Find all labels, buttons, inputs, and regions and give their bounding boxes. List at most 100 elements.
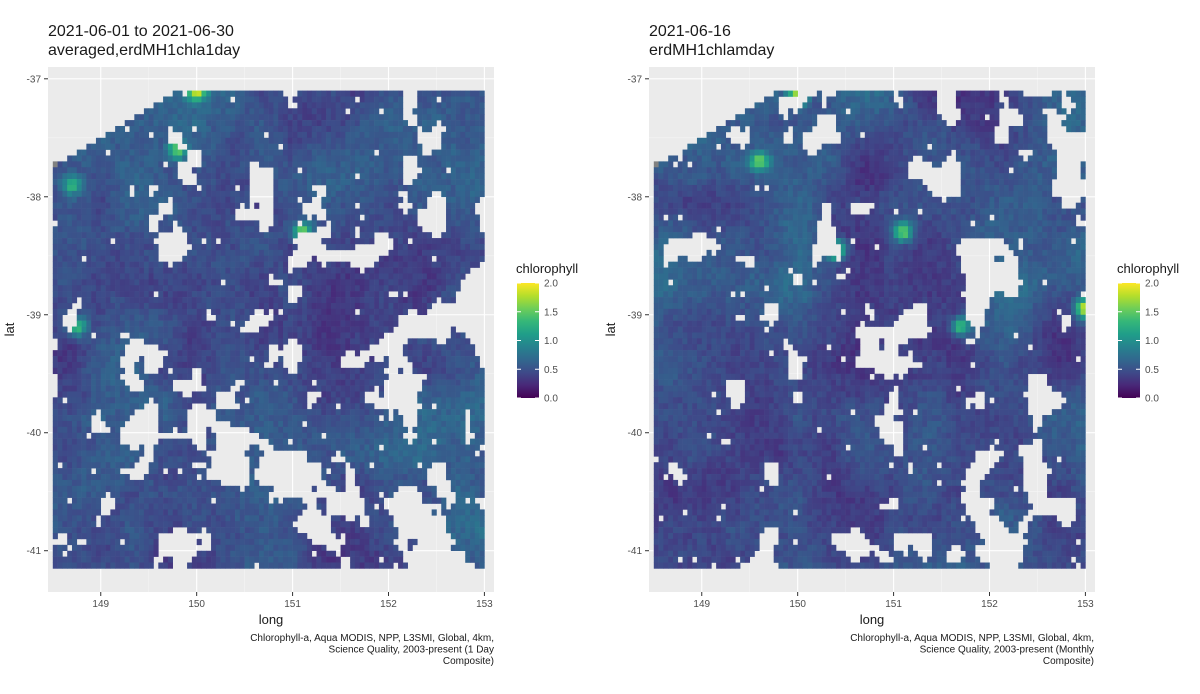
chlorophyll-cell — [378, 102, 384, 109]
chlorophyll-cell — [105, 173, 111, 180]
chlorophyll-cell — [455, 479, 461, 487]
chlorophyll-cell — [230, 108, 236, 115]
chlorophyll-cell — [172, 167, 178, 174]
chlorophyll-cell — [163, 184, 169, 192]
chlorophyll-cell — [110, 432, 116, 439]
chlorophyll-cell — [182, 291, 188, 298]
chlorophyll-cell — [254, 344, 260, 351]
chlorophyll-cell — [239, 149, 245, 156]
chlorophyll-cell — [235, 226, 241, 233]
chlorophyll-cell — [388, 273, 394, 280]
chlorophyll-cell — [62, 391, 68, 398]
chlorophyll-cell — [81, 190, 87, 198]
chlorophyll-cell — [235, 149, 241, 156]
chlorophyll-cell — [124, 238, 130, 245]
chlorophyll-cell — [196, 279, 202, 286]
chlorophyll-cell — [100, 184, 106, 192]
chlorophyll-cell — [311, 255, 317, 262]
chlorophyll-cell — [364, 367, 370, 375]
chlorophyll-cell — [67, 361, 73, 369]
chlorophyll-cell — [297, 409, 303, 416]
chlorophyll-cell — [474, 238, 480, 245]
chlorophyll-cell — [158, 415, 164, 422]
chlorophyll-cell — [273, 503, 279, 510]
chlorophyll-cell — [446, 409, 452, 416]
chlorophyll-cell — [196, 468, 202, 475]
chlorophyll-cell — [57, 167, 63, 174]
chlorophyll-cell — [441, 137, 447, 144]
chlorophyll-cell — [378, 438, 384, 445]
chlorophyll-cell — [230, 373, 236, 380]
chlorophyll-cell — [206, 291, 212, 298]
chlorophyll-cell — [374, 302, 380, 310]
chlorophyll-cell — [100, 379, 106, 386]
chlorophyll-cell — [167, 491, 173, 498]
chlorophyll-cell — [345, 238, 351, 245]
chlorophyll-cell — [196, 202, 202, 209]
chlorophyll-cell — [354, 379, 361, 386]
chlorophyll-cell — [148, 173, 154, 180]
chlorophyll-cell — [422, 391, 428, 398]
chlorophyll-cell — [383, 456, 389, 463]
chlorophyll-cell — [124, 397, 130, 404]
chlorophyll-cell — [239, 344, 245, 351]
chlorophyll-cell — [359, 391, 365, 398]
chlorophyll-cell — [316, 332, 322, 339]
chlorophyll-cell — [211, 391, 217, 398]
chlorophyll-cell — [450, 243, 456, 251]
chlorophyll-cell — [100, 297, 106, 304]
chlorophyll-cell — [354, 120, 361, 127]
chlorophyll-cell — [143, 273, 150, 280]
chlorophyll-cell — [115, 450, 121, 457]
chlorophyll-cell — [105, 261, 111, 268]
chlorophyll-cell — [235, 238, 241, 245]
chlorophyll-cell — [235, 314, 241, 321]
chlorophyll-cell — [172, 403, 178, 410]
chlorophyll-cell — [220, 273, 226, 280]
chlorophyll-cell — [206, 462, 212, 469]
chlorophyll-cell — [139, 297, 145, 304]
chlorophyll-cell — [254, 96, 260, 103]
chlorophyll-cell — [388, 438, 394, 445]
chlorophyll-cell — [167, 356, 173, 363]
chlorophyll-cell — [345, 297, 351, 304]
chlorophyll-cell — [235, 320, 241, 327]
chlorophyll-cell — [446, 367, 452, 375]
chlorophyll-cell — [316, 450, 322, 457]
chlorophyll-cell — [450, 403, 456, 410]
chlorophyll-cell — [450, 426, 456, 434]
chlorophyll-cell — [191, 190, 197, 198]
chlorophyll-cell — [139, 208, 145, 215]
chlorophyll-cell — [220, 415, 226, 422]
chlorophyll-cell — [474, 438, 480, 445]
chlorophyll-cell — [388, 120, 394, 127]
chlorophyll-cell — [273, 314, 279, 321]
chlorophyll-cell — [76, 462, 82, 469]
chlorophyll-cell — [153, 314, 159, 321]
chlorophyll-cell — [441, 120, 447, 127]
chlorophyll-cell — [302, 432, 308, 439]
chlorophyll-cell — [158, 391, 164, 398]
chlorophyll-cell — [422, 291, 428, 298]
chlorophyll-cell — [470, 167, 476, 174]
chlorophyll-cell — [330, 385, 337, 392]
chlorophyll-cell — [273, 137, 279, 144]
chlorophyll-cell — [426, 450, 432, 457]
chlorophyll-cell — [292, 232, 298, 239]
chlorophyll-cell — [292, 391, 298, 398]
chlorophyll-cell — [239, 385, 245, 392]
chlorophyll-cell — [465, 444, 471, 451]
chlorophyll-cell — [220, 173, 226, 180]
chlorophyll-cell — [268, 385, 274, 392]
chlorophyll-cell — [350, 179, 356, 186]
chlorophyll-cell — [364, 208, 370, 215]
chlorophyll-cell — [206, 361, 212, 369]
chlorophyll-cell — [326, 267, 332, 274]
chlorophyll-cell — [383, 485, 389, 493]
chlorophyll-cell — [311, 267, 317, 274]
chlorophyll-cell — [350, 367, 356, 375]
chlorophyll-cell — [369, 326, 375, 333]
chlorophyll-cell — [422, 403, 428, 410]
chlorophyll-cell — [254, 385, 260, 392]
chlorophyll-cell — [326, 155, 332, 162]
